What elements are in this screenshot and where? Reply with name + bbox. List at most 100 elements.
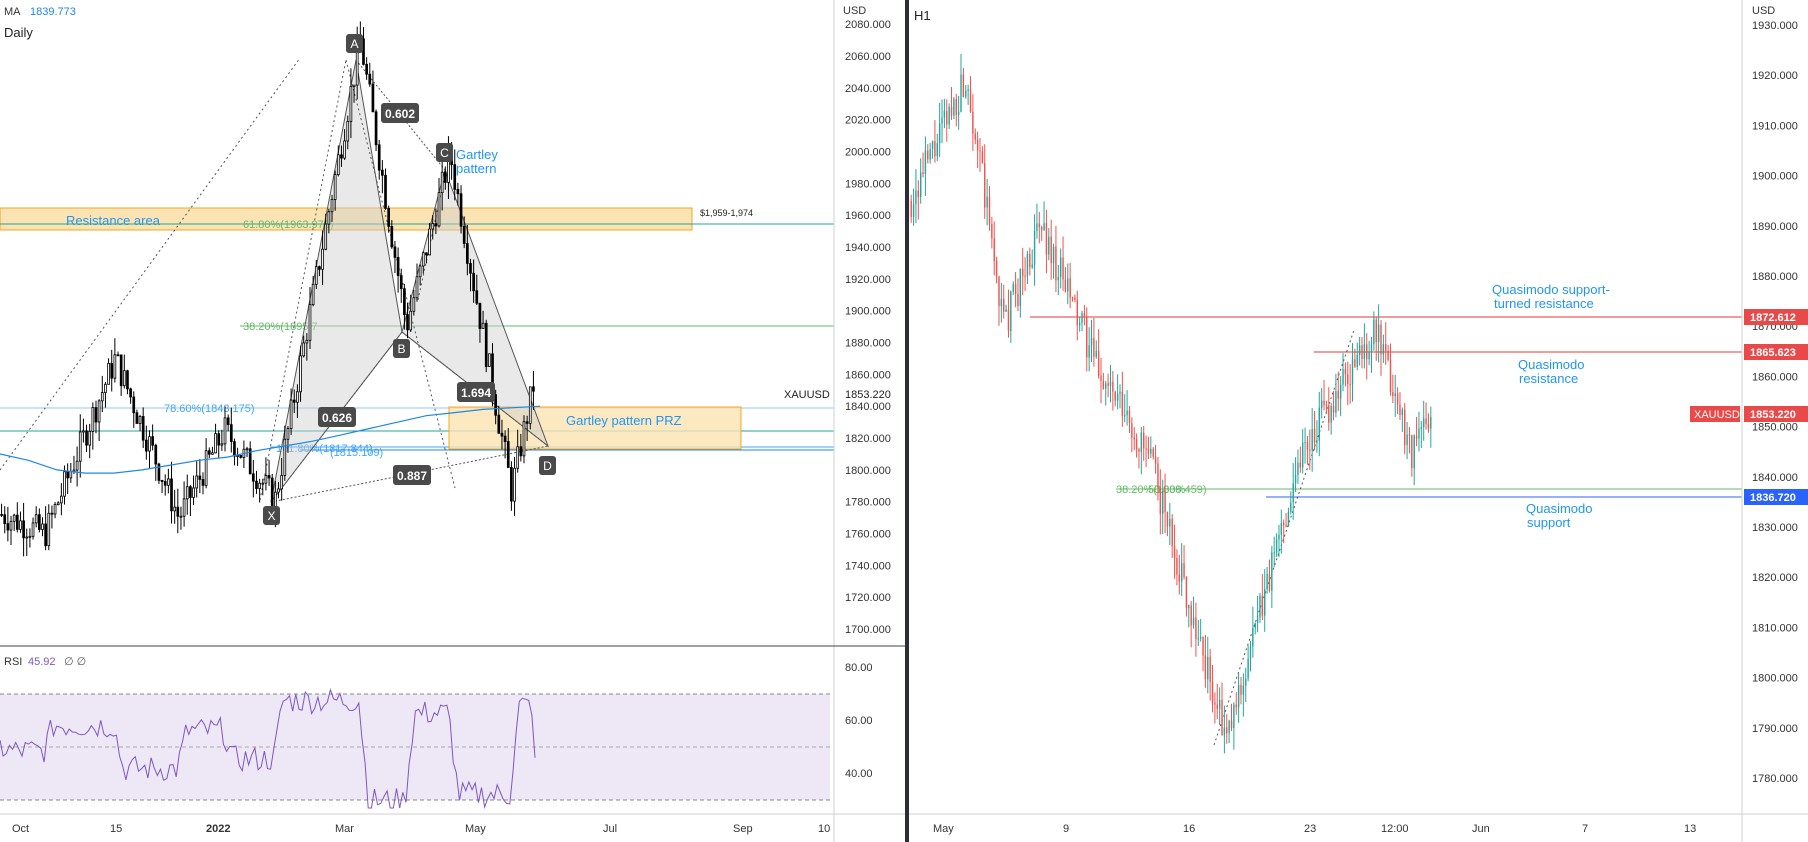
right-candle: [1173, 524, 1176, 579]
right-candle: [1226, 714, 1228, 744]
right-candle: [1199, 618, 1202, 642]
right-candle: [1422, 400, 1425, 441]
right-candle: [972, 94, 974, 151]
left-candle: [453, 149, 457, 201]
rsi-panel[interactable]: RSI 45.92 ∅ ∅ 80.00 60.00 40.00: [0, 656, 873, 809]
left-candle: [60, 483, 63, 516]
right-candle: [995, 256, 998, 284]
left-candle: [37, 508, 41, 533]
right-candle: [1140, 426, 1143, 475]
left-candle: [207, 447, 211, 459]
right-candle: [1131, 417, 1133, 453]
left-candle: [302, 335, 306, 358]
tag-xauusd-symbol: XAUUSD: [1690, 406, 1740, 422]
left-candle: [9, 515, 13, 546]
right-candle: [1385, 322, 1387, 365]
right-candle: [1349, 364, 1351, 404]
rsi-value: 45.92: [28, 656, 56, 668]
right-candle: [1090, 319, 1093, 363]
right-candle: [1375, 317, 1377, 361]
right-candle: [1268, 559, 1271, 593]
left-candle: [173, 489, 177, 524]
left-candle: [412, 289, 416, 316]
right-candle: [948, 103, 950, 130]
right-candle: [1394, 375, 1396, 417]
right-price-chart[interactable]: H1 38.20%(1838.459) 50.00% Quasimodo sup…: [910, 0, 1808, 842]
right-candle: [938, 102, 941, 157]
right-candle: [1147, 436, 1150, 459]
left-yaxis-tick: 2020.000: [845, 115, 891, 127]
right-candle: [1235, 692, 1237, 715]
left-candle: [336, 145, 340, 177]
left-candle: [44, 506, 47, 551]
right-candle: [1176, 549, 1178, 586]
left-price-chart[interactable]: Resistance area 61.80%(1963.976) $1,959-…: [0, 0, 905, 842]
right-candle: [1071, 296, 1074, 302]
prz-label: Gartley pattern PRZ: [566, 413, 682, 428]
right-candle: [1280, 509, 1283, 554]
qm-resistance-line2: resistance: [1519, 371, 1578, 386]
right-candle: [927, 144, 929, 164]
right-candle: [1188, 604, 1190, 628]
left-candle: [425, 252, 428, 264]
right-candle: [1240, 676, 1242, 705]
left-yaxis-tick: 1900.000: [845, 306, 891, 318]
left-candle: [333, 170, 337, 211]
right-candle: [1057, 264, 1060, 296]
left-candle: [261, 478, 265, 496]
left-candle: [6, 506, 10, 542]
right-candle: [1074, 294, 1076, 303]
right-candle: [1114, 390, 1116, 407]
point-badge-b: B: [393, 339, 410, 358]
right-yaxis-tick: 1900.000: [1752, 171, 1798, 183]
left-yaxis-tick: 1720.000: [845, 592, 891, 604]
left-candle: [233, 438, 236, 466]
moving-average-line: [0, 405, 541, 474]
right-candle: [1401, 407, 1404, 432]
right-candle: [1159, 469, 1162, 535]
right-candle: [924, 136, 927, 196]
left-candle: [141, 407, 145, 449]
right-candle: [1318, 391, 1321, 457]
right-candle: [1050, 219, 1052, 280]
left-candle: [292, 389, 296, 414]
left-candle: [311, 275, 315, 307]
right-candle: [1430, 406, 1432, 448]
svg-text:C: C: [440, 146, 449, 160]
left-candle: [264, 457, 268, 491]
right-candle: [946, 99, 948, 142]
right-candle: [1195, 602, 1197, 657]
left-candle: [167, 468, 170, 494]
right-candle: [1282, 519, 1285, 543]
right-candle: [1026, 250, 1029, 285]
left-candle: [387, 205, 391, 233]
right-candle: [1264, 569, 1266, 632]
right-candle: [1180, 543, 1183, 597]
right-candle: [936, 133, 938, 162]
qm-support-turned-line2: turned resistance: [1494, 296, 1594, 311]
ratio-badge-0602: 0.602: [381, 103, 419, 123]
left-candle: [28, 528, 32, 548]
left-candle: [94, 400, 98, 434]
svg-text:0.887: 0.887: [397, 469, 427, 483]
left-candle: [365, 57, 368, 80]
right-candle: [960, 53, 962, 113]
left-xaxis-mar: Mar: [335, 823, 354, 835]
right-candle: [1304, 427, 1306, 464]
left-candle: [270, 474, 274, 512]
right-candle: [1408, 427, 1411, 454]
left-candle: [151, 424, 154, 451]
left-candle: [440, 156, 444, 211]
right-yaxis-tick: 1930.000: [1752, 20, 1798, 32]
right-xaxis-23: 23: [1304, 823, 1316, 835]
right-candle: [1339, 376, 1342, 417]
left-candle: [182, 481, 186, 527]
right-yaxis-tick: 1890.000: [1752, 221, 1798, 233]
left-candle: [374, 109, 378, 152]
left-candle: [381, 160, 384, 194]
right-candle: [1169, 502, 1171, 545]
right-candle: [1040, 225, 1043, 241]
right-candle: [1121, 371, 1124, 427]
left-xaxis-oct: Oct: [12, 823, 29, 835]
left-yaxis-tick: 1780.000: [845, 497, 891, 509]
